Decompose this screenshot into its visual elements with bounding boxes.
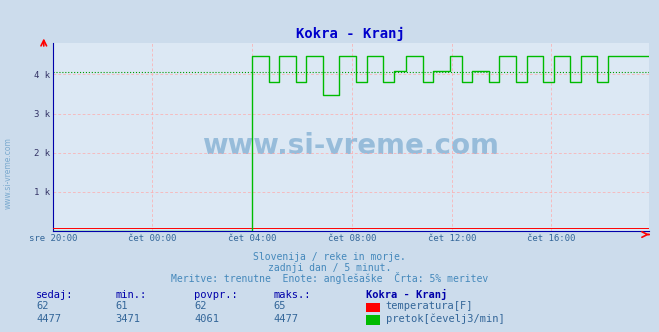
Text: povpr.:: povpr.:: [194, 290, 238, 300]
Text: 65: 65: [273, 301, 286, 311]
Text: maks.:: maks.:: [273, 290, 311, 300]
Text: www.si-vreme.com: www.si-vreme.com: [4, 137, 13, 208]
Text: www.si-vreme.com: www.si-vreme.com: [202, 132, 500, 160]
Text: Slovenija / reke in morje.: Slovenija / reke in morje.: [253, 252, 406, 262]
Text: 62: 62: [194, 301, 207, 311]
Text: 4477: 4477: [36, 314, 61, 324]
Text: 61: 61: [115, 301, 128, 311]
Text: min.:: min.:: [115, 290, 146, 300]
Text: temperatura[F]: temperatura[F]: [386, 301, 473, 311]
Text: 62: 62: [36, 301, 49, 311]
Text: zadnji dan / 5 minut.: zadnji dan / 5 minut.: [268, 263, 391, 273]
Text: pretok[čevelj3/min]: pretok[čevelj3/min]: [386, 313, 504, 324]
Text: 3471: 3471: [115, 314, 140, 324]
Title: Kokra - Kranj: Kokra - Kranj: [297, 27, 405, 41]
Text: Meritve: trenutne  Enote: anglešaške  Črta: 5% meritev: Meritve: trenutne Enote: anglešaške Črta…: [171, 272, 488, 284]
Text: Kokra - Kranj: Kokra - Kranj: [366, 289, 447, 300]
Text: 4477: 4477: [273, 314, 299, 324]
Text: 4061: 4061: [194, 314, 219, 324]
Text: sedaj:: sedaj:: [36, 290, 74, 300]
